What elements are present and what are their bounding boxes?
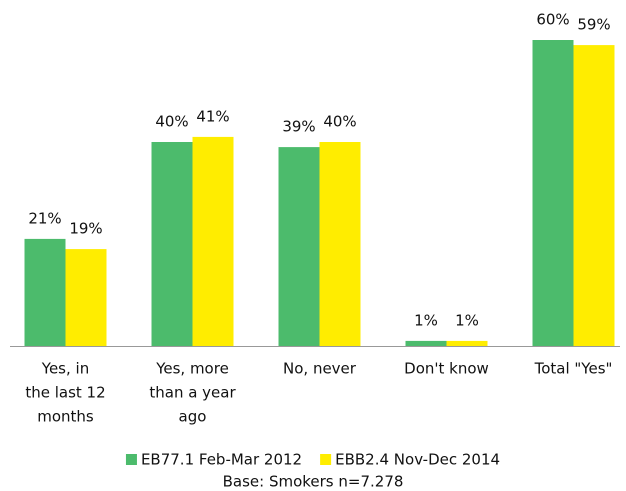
data-label: 21%	[28, 209, 61, 227]
x-tick-label: than a year	[149, 384, 236, 402]
x-tick-label: Yes, more	[155, 360, 229, 378]
data-label: 41%	[196, 107, 229, 125]
x-tick-label: months	[37, 408, 94, 426]
data-label: 19%	[69, 220, 102, 238]
legend-label: EB77.1 Feb-Mar 2012	[141, 451, 302, 469]
data-label: 39%	[282, 118, 315, 136]
data-label: 1%	[414, 311, 438, 329]
legend-label: EBB2.4 Nov-Dec 2014	[335, 451, 500, 469]
bar	[24, 238, 66, 346]
legend-swatch	[125, 454, 137, 465]
bar	[65, 249, 107, 346]
data-label: 40%	[155, 113, 188, 131]
bar	[573, 45, 615, 346]
x-tick-label: Total "Yes"	[534, 360, 613, 378]
bar	[278, 147, 320, 346]
data-label: 59%	[577, 16, 610, 34]
data-label: 1%	[455, 311, 479, 329]
x-tick-label: Yes, in	[41, 360, 89, 378]
x-tick-label: No, never	[283, 360, 357, 378]
data-label: 40%	[323, 113, 356, 131]
x-tick-label: ago	[179, 408, 207, 426]
bar	[192, 136, 234, 346]
bar	[319, 142, 361, 346]
bar	[405, 340, 447, 346]
bar	[532, 40, 574, 346]
bar	[446, 340, 488, 346]
footnote: Base: Smokers n=7.278	[223, 473, 404, 491]
x-tick-label: the last 12	[25, 384, 105, 402]
data-label: 60%	[536, 11, 569, 29]
bar	[151, 142, 193, 346]
legend-swatch	[320, 454, 332, 465]
x-tick-label: Don't know	[404, 360, 489, 378]
